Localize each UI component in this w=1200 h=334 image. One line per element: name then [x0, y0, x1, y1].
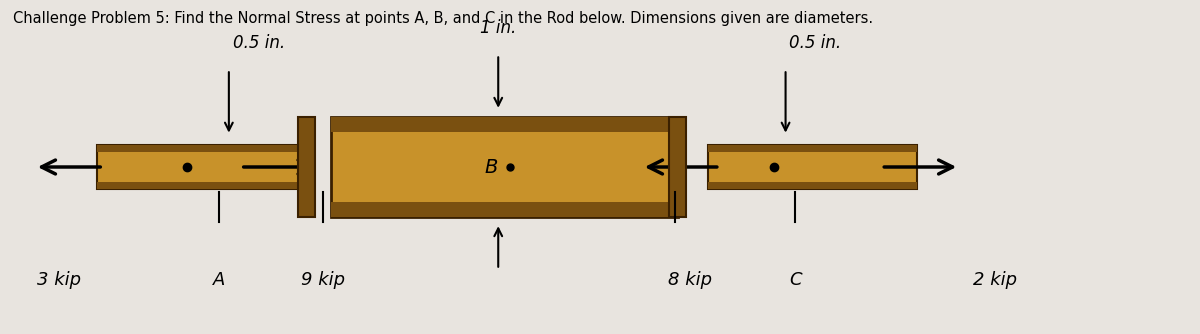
Bar — [97, 146, 307, 188]
Bar — [708, 146, 917, 152]
Bar — [331, 117, 678, 132]
Text: Challenge Problem 5: Find the Normal Stress at points A, B, and C in the Rod bel: Challenge Problem 5: Find the Normal Str… — [13, 11, 874, 26]
Bar — [670, 117, 686, 217]
Bar — [97, 182, 307, 188]
Text: 9 kip: 9 kip — [301, 271, 346, 289]
Text: C: C — [788, 271, 802, 289]
Text: 1 in.: 1 in. — [480, 19, 516, 37]
Text: 3 kip: 3 kip — [37, 271, 80, 289]
Bar — [708, 182, 917, 188]
Text: 2 kip: 2 kip — [973, 271, 1018, 289]
Bar — [97, 146, 307, 152]
Bar — [331, 202, 678, 217]
Text: 8 kip: 8 kip — [667, 271, 712, 289]
Bar — [708, 146, 917, 188]
Bar — [331, 117, 678, 217]
Text: 0.5 in.: 0.5 in. — [790, 34, 841, 52]
Text: 0.5 in.: 0.5 in. — [233, 34, 284, 52]
Bar — [299, 117, 316, 217]
Text: B: B — [485, 158, 498, 176]
Text: A: A — [214, 271, 226, 289]
